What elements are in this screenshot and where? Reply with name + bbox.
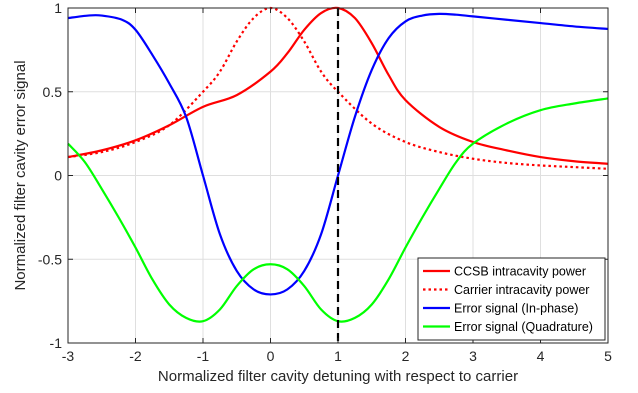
legend-label: Carrier intracavity power: [454, 283, 589, 297]
y-axis-label: Normalized filter cavity error signal: [12, 60, 29, 290]
series-line-carrier-intracavity-power: [67, 6, 609, 170]
x-tick-labels: -3 -2 -1 0 1 2 3 4 5: [62, 348, 612, 364]
series-line-error-signal-quadrature: [67, 97, 609, 323]
x-tick-label: 0: [267, 348, 275, 364]
y-tick-label: -1: [50, 335, 63, 351]
x-tick-label: 4: [537, 348, 545, 364]
x-tick-label: 1: [334, 348, 342, 364]
y-tick-label: 0: [54, 168, 62, 184]
x-tick-label: 2: [402, 348, 410, 364]
y-tick-label: 1: [54, 0, 62, 16]
y-tick-labels: -1 -0.5 0 0.5 1: [38, 0, 62, 351]
legend-label: Error signal (In-phase): [454, 302, 578, 316]
legend: CCSB intracavity power Carrier intracavit…: [417, 257, 606, 341]
series-line-error-signal-in-phase: [67, 12, 609, 296]
y-tick-label: -0.5: [38, 251, 62, 267]
x-axis-label: Normalized filter cavity detuning with r…: [158, 368, 518, 385]
legend-label: CCSB intracavity power: [454, 265, 586, 279]
y-tick-label: 0.5: [43, 84, 63, 100]
x-tick-label: 5: [604, 348, 612, 364]
x-tick-label: -2: [129, 348, 142, 364]
x-tick-label: -3: [62, 348, 75, 364]
legend-label: Error signal (Quadrature): [454, 320, 593, 334]
x-tick-label: -1: [197, 348, 210, 364]
x-tick-label: 3: [469, 348, 477, 364]
